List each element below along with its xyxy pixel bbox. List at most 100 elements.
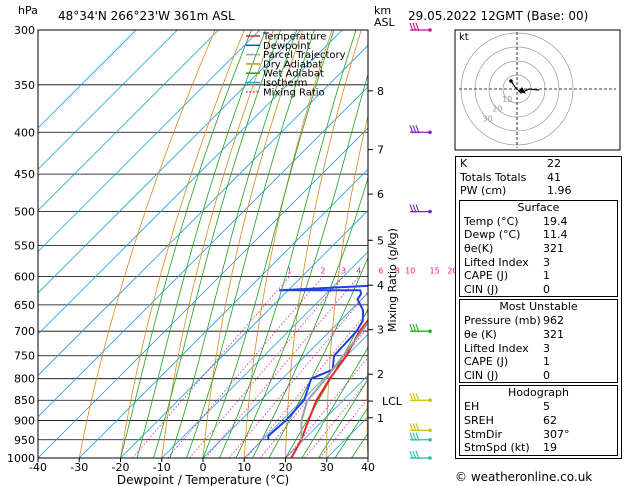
pressure-tick-label: 700	[14, 325, 35, 338]
surface-row: Lifted Index 3	[460, 256, 617, 270]
mu-value: 962	[543, 314, 564, 328]
pressure-tick-label: 350	[14, 79, 35, 92]
index-label: PW (cm)	[460, 184, 507, 198]
pressure-tick-label: 600	[14, 270, 35, 283]
mixing-ratio-line	[304, 379, 368, 458]
mu-label: Lifted Index	[464, 341, 529, 355]
pressure-tick-label: 400	[14, 126, 35, 139]
most-unstable-title: Most Unstable	[499, 300, 578, 314]
hodo-row: StmSpd (kt) 19	[460, 441, 617, 455]
hodo-label: StmDir	[464, 427, 503, 441]
surface-value: 0	[543, 282, 550, 296]
wind-barb-flag	[409, 125, 414, 134]
isotherm-line	[79, 168, 368, 458]
wind-barb-flag	[409, 324, 414, 333]
temp-tick-label: 10	[237, 461, 251, 474]
dry-adiabat-line	[285, 30, 362, 458]
dry-adiabat-line	[78, 30, 216, 458]
mixing-ratio-label: 15	[430, 266, 440, 275]
pressure-tick-label: 500	[14, 206, 35, 219]
isotherm-line	[38, 30, 343, 335]
mu-row: Lifted Index 3	[460, 342, 617, 356]
mixing-ratio-line	[246, 310, 368, 458]
hodo-row: StmDir 307°	[460, 428, 617, 442]
wind-barb-dot	[428, 456, 432, 460]
mixing-ratio-line	[167, 276, 324, 458]
wind-barb-flag	[415, 204, 420, 213]
legend-label: Wet Adiabat	[263, 69, 324, 80]
series-parcel-trajectory	[300, 320, 368, 440]
isotherm-line	[202, 292, 368, 458]
isotherm-line	[244, 333, 368, 458]
dry-adiabat-line	[120, 30, 245, 458]
wind-barb-flag	[412, 22, 417, 32]
surface-value: 321	[543, 241, 564, 255]
hodograph-ring-label: 20	[492, 105, 502, 114]
wind-barb-flag	[412, 125, 417, 134]
dry-adiabat-line	[202, 30, 304, 458]
mixing-ratio-line	[189, 276, 344, 458]
wind-barb-flag	[409, 423, 414, 432]
date-label: 29.05.2022 12GMT (Base: 00)	[408, 9, 588, 23]
wet-adiabat-line	[219, 30, 357, 458]
surface-label: θe(K)	[464, 241, 494, 255]
dry-adiabat-line	[406, 6, 455, 459]
series-temperature	[290, 318, 368, 458]
km-tick-label: 3	[377, 324, 384, 337]
temp-tick-label: 30	[320, 461, 334, 474]
temp-tick-label: -10	[153, 461, 171, 474]
wind-barb-flag	[412, 324, 417, 333]
index-value: 22	[547, 157, 561, 170]
isotherm-line	[38, 30, 178, 170]
wind-barb-dot	[428, 437, 432, 442]
isotherm-line	[38, 30, 302, 294]
wind-barb-dot	[428, 28, 432, 32]
mixing-ratio-label: 4	[356, 266, 361, 275]
mixing-ratio-line	[131, 276, 290, 458]
surface-row: θe(K) 321	[460, 242, 617, 256]
index-label: Totals Totals	[460, 170, 527, 184]
wet-adiabat-line	[334, 406, 368, 458]
wet-adiabat-line	[252, 176, 368, 458]
hodo-label: SREH	[464, 413, 494, 427]
temp-tick-label: 0	[200, 461, 207, 474]
surface-row: Dewp (°C) 11.4	[460, 228, 617, 242]
mu-value: 0	[543, 368, 550, 382]
pressure-tick-label: 550	[14, 239, 35, 252]
wind-barb-flag	[412, 423, 417, 432]
isotherm-line	[38, 30, 220, 212]
index-row: Totals Totals 41	[456, 171, 621, 185]
isotherm-line	[38, 30, 261, 253]
wind-barb-flag	[409, 393, 414, 402]
hodograph-start-dot	[509, 79, 513, 83]
index-value: 41	[547, 170, 561, 184]
surface-value: 3	[543, 255, 550, 269]
legend-label: Dewpoint	[263, 41, 311, 52]
wind-barb-dot	[428, 428, 432, 433]
surface-label: CAPE (J)	[464, 269, 509, 283]
wind-barb-flag	[415, 450, 420, 460]
dry-adiabat-line	[161, 30, 274, 458]
wet-adiabat-line	[186, 30, 315, 458]
mixing-ratio-label: 10	[405, 266, 415, 275]
wind-barb-flag	[412, 393, 417, 402]
mixing-ratio-line	[228, 291, 368, 458]
wind-barb-flag	[409, 22, 414, 32]
km-tick-label: 8	[377, 85, 384, 98]
surface-label: Lifted Index	[464, 255, 529, 269]
wind-barb-flag	[415, 393, 420, 402]
temp-tick-label: 40	[361, 461, 375, 474]
wind-barb-flag	[415, 423, 420, 432]
wet-adiabat-line	[202, 30, 335, 458]
dry-adiabat-line	[326, 113, 368, 458]
index-row: PW (cm) 1.96	[456, 184, 621, 198]
hodo-value: 19	[543, 441, 557, 455]
surface-box: Surface Temp (°C) 19.4 Dewp (°C) 11.4 θe(K…	[459, 199, 618, 298]
mu-row: CAPE (J) 1	[460, 355, 617, 369]
surface-label: Dewp (°C)	[464, 228, 521, 242]
index-value: 1.96	[547, 184, 572, 198]
hodo-label: EH	[464, 400, 480, 414]
pressure-tick-label: 800	[14, 373, 35, 386]
isotherm-line	[38, 30, 137, 129]
